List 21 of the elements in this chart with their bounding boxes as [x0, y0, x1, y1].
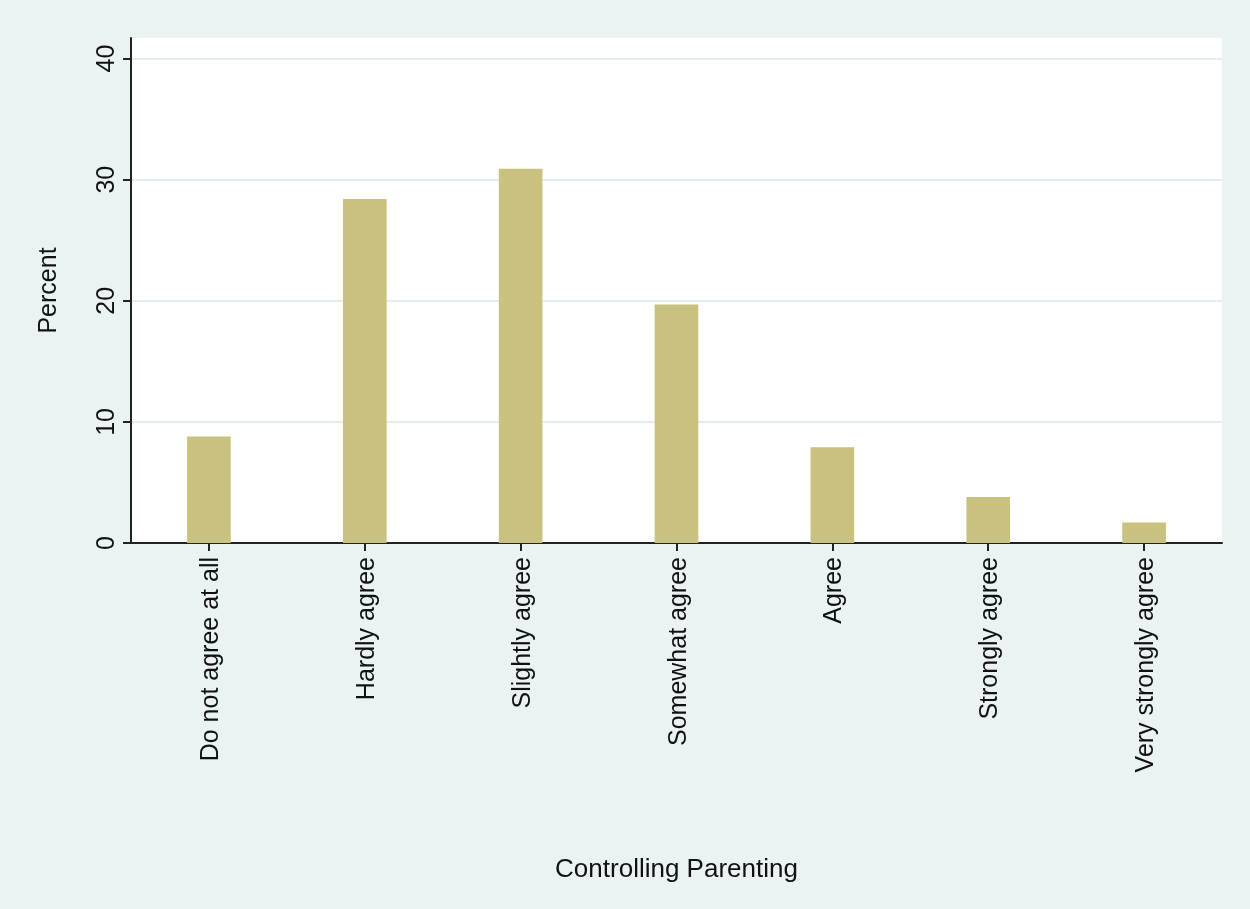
x-tick-label: Hardly agree [350, 557, 379, 701]
x-tick-label: Slightly agree [506, 557, 535, 709]
y-tick-label: 10 [90, 407, 119, 436]
bar [342, 199, 387, 543]
bar [810, 447, 855, 543]
x-axis-title: Controlling Parenting [555, 853, 798, 883]
x-tick-label: Strongly agree [974, 557, 1003, 720]
y-tick-label: 40 [90, 44, 119, 73]
bar [966, 496, 1011, 543]
y-tick-label: 0 [90, 536, 119, 550]
y-tick-label: 30 [90, 165, 119, 194]
x-tick-label: Very strongly agree [1130, 557, 1159, 773]
x-tick-label: Do not agree at all [194, 557, 223, 762]
bar [654, 304, 699, 543]
bar [498, 168, 543, 543]
y-tick-label: 20 [90, 286, 119, 315]
bar [187, 436, 231, 543]
x-tick-label: Agree [818, 557, 847, 624]
x-tick-label: Somewhat agree [662, 557, 691, 747]
y-axis-title: Percent [32, 247, 61, 334]
bar [1122, 522, 1166, 543]
